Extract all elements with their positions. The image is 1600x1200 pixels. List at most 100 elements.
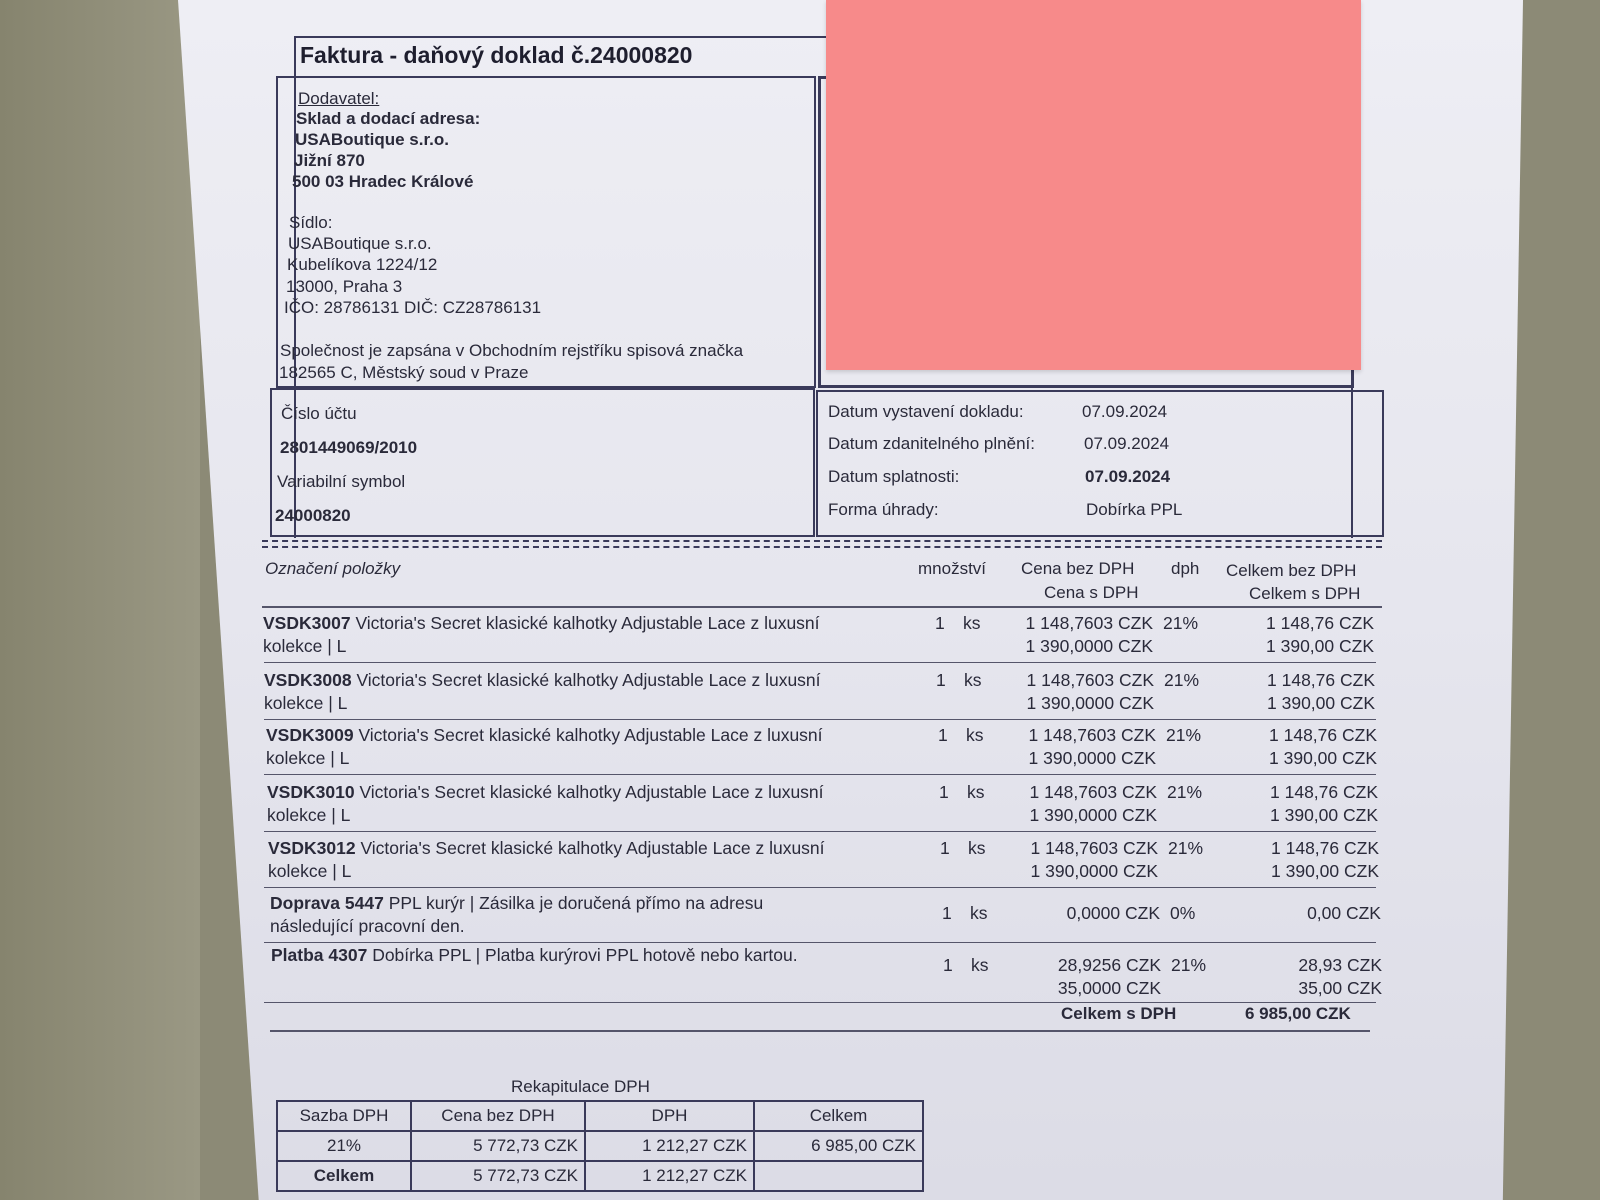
item-vat: 21% [1166,725,1202,745]
item-description: VSDK3010 Victoria's Secret klasické kalh… [267,781,917,827]
item-total-gross: 1 390,00 CZK [1266,636,1374,656]
table-row: VSDK3007 Victoria's Secret klasické kalh… [263,612,1378,664]
header-item: Označení položky [265,559,401,578]
recap-rate: 21% [276,1130,412,1162]
table-row: Doprava 5447 PPL kurýr | Zásilka je doru… [270,892,1385,944]
total-rule [270,1030,1370,1032]
supplier-label: Dodavatel: [298,89,380,108]
item-unit: ks [968,838,986,858]
sticky-note [826,0,1361,370]
item-vat: 21% [1168,838,1204,858]
item-code: Platba 4307 [271,945,368,965]
item-text: PPL kurýr | Zásilka je doručená přímo na… [388,893,764,913]
item-unit: ks [963,613,981,633]
table-row: VSDK3008 Victoria's Secret klasické kalh… [264,669,1379,721]
item-price-net: 1 148,7603 CZK [1029,782,1157,802]
invoice-title: Faktura - daňový doklad č.24000820 [300,42,693,68]
divider [262,540,1382,542]
row-divider [264,1002,1376,1003]
item-price-gross: 1 390,0000 CZK [1028,748,1156,768]
item-qty: 1 [942,903,952,923]
item-qty: 1 [936,670,946,690]
item-unit: ks [971,955,989,975]
item-text-2: kolekce | L [266,748,350,768]
item-code: VSDK3009 [266,725,354,745]
variable-symbol: 24000820 [275,506,351,525]
vat-recap-table: Sazba DPH Cena bez DPH DPH Celkem 21% 5 … [276,1100,924,1192]
supplier-box [276,76,816,388]
warehouse-name: USABoutique s.r.o. [295,130,449,149]
item-price-gross: 1 390,0000 CZK [1029,805,1157,825]
recap-total-row: Celkem 5 772,73 CZK 1 212,27 CZK [276,1160,924,1192]
issued-date: 07.09.2024 [1082,402,1168,421]
table-row: VSDK3010 Victoria's Secret klasické kalh… [267,781,1382,833]
item-total-net: 1 148,76 CZK [1267,670,1375,690]
item-total-gross: 1 390,00 CZK [1267,693,1375,713]
registry-line-2: 182565 C, Městský soud v Praze [279,363,529,382]
item-price-gross: 1 390,0000 CZK [1025,636,1153,656]
row-divider [264,942,1376,943]
recap-total [753,1160,924,1192]
item-qty: 1 [935,613,945,633]
header-qty: množství [918,559,987,578]
grand-total: 6 985,00 CZK [1245,1004,1351,1023]
recap-title: Rekapitulace DPH [511,1077,650,1096]
row-divider [264,831,1376,832]
header-price-gross: Cena s DPH [1044,583,1139,602]
item-total-net: 1 148,76 CZK [1269,725,1377,745]
item-text: Victoria's Secret klasické kalhotky Adju… [359,782,824,802]
item-unit: ks [970,903,988,923]
header-total-gross: Celkem s DPH [1249,584,1361,603]
row-divider [264,662,1376,663]
item-text-2: kolekce | L [268,861,352,881]
table-row: VSDK3009 Victoria's Secret klasické kalh… [266,724,1381,776]
grand-total-label: Celkem s DPH [1061,1004,1177,1023]
table-row: Platba 4307 Dobírka PPL | Platba kurýrov… [271,944,1386,998]
item-total-net: 1 148,76 CZK [1266,613,1374,633]
item-code: VSDK3008 [264,670,352,690]
warehouse-street: Jižní 870 [294,151,365,170]
item-total-gross: 1 390,00 CZK [1269,748,1377,768]
item-price-net: 1 148,7603 CZK [1025,613,1153,633]
item-qty: 1 [938,725,948,745]
item-text: Victoria's Secret klasické kalhotky Adju… [355,613,820,633]
row-divider [264,719,1376,720]
item-unit: ks [964,670,982,690]
item-description: Platba 4307 Dobírka PPL | Platba kurýrov… [271,944,921,967]
header-price-net: Cena bez DPH [1021,559,1135,578]
item-description: Doprava 5447 PPL kurýr | Zásilka je doru… [270,892,920,938]
item-price-gross: 1 390,0000 CZK [1030,861,1158,881]
item-description: VSDK3009 Victoria's Secret klasické kalh… [266,724,916,770]
item-price-gross: 1 390,0000 CZK [1026,693,1154,713]
item-price-gross: 35,0000 CZK [1057,978,1161,998]
payment-method-label: Forma úhrady: [828,500,939,519]
item-text-2: následující pracovní den. [270,916,465,936]
item-vat: 0% [1170,903,1196,923]
item-unit: ks [967,782,985,802]
item-unit: ks [966,725,984,745]
variable-symbol-label: Variabilní symbol [277,472,406,491]
item-total-gross: 1 390,00 CZK [1270,805,1378,825]
item-total-net: 0,00 CZK [1307,903,1381,923]
item-vat: 21% [1164,670,1200,690]
issued-label: Datum vystavení dokladu: [828,402,1024,421]
recap-header: Celkem [753,1100,924,1132]
recap-rate: Celkem [276,1160,412,1192]
dates-box [816,390,1384,537]
recap-net: 5 772,73 CZK [410,1130,586,1162]
recap-vat: 1 212,27 CZK [584,1160,755,1192]
seat-city: 13000, Praha 3 [286,277,403,296]
table-row: VSDK3012 Victoria's Secret klasické kalh… [268,837,1383,889]
item-vat: 21% [1167,782,1203,802]
item-qty: 1 [939,782,949,802]
item-price-net: 0,0000 CZK [1066,903,1160,923]
item-total-net: 1 148,76 CZK [1271,838,1379,858]
company-ids: IČO: 28786131 DIČ: CZ28786131 [284,298,542,317]
item-code: VSDK3007 [263,613,351,633]
item-text: Victoria's Secret klasické kalhotky Adju… [358,725,823,745]
item-total-net: 1 148,76 CZK [1270,782,1378,802]
payment-box [270,388,815,537]
taxable-date: 07.09.2024 [1084,434,1170,453]
item-price-net: 1 148,7603 CZK [1028,725,1156,745]
seat-label: Sídlo: [289,213,333,232]
